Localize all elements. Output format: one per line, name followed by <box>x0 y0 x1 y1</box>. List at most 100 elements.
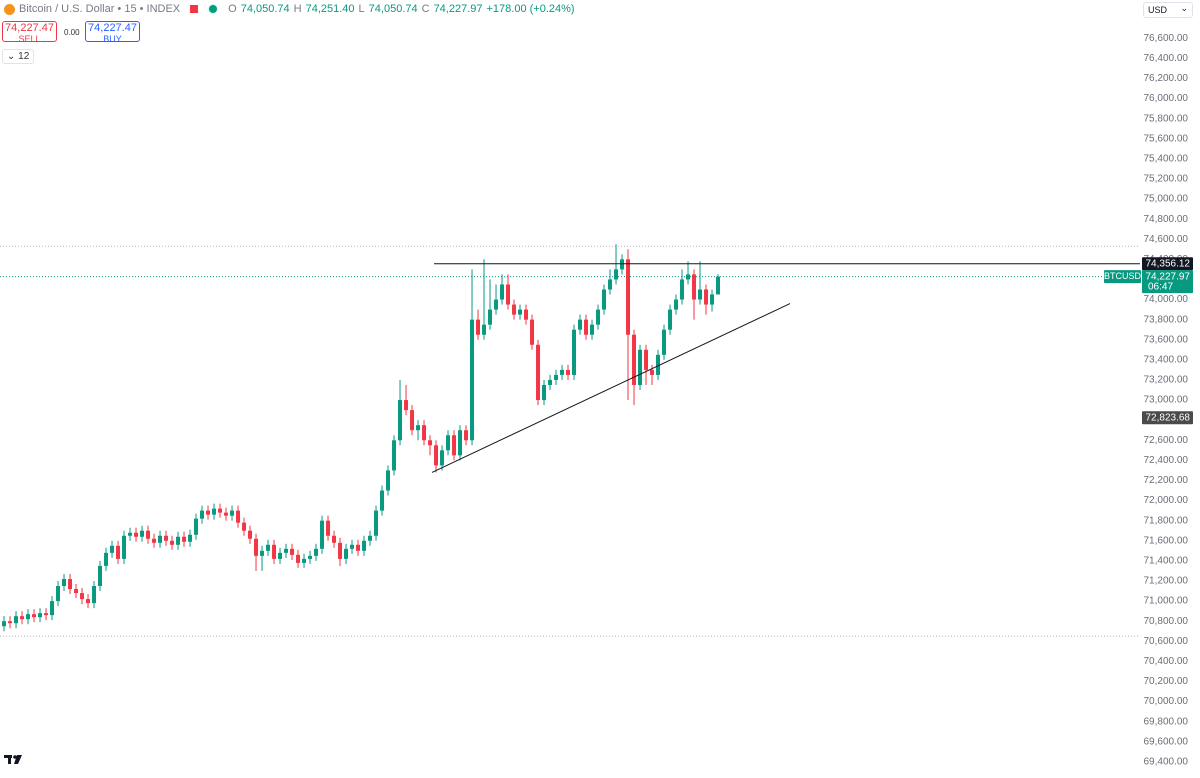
ohlc-value: 74,227.97 <box>433 3 483 15</box>
candle-body <box>296 554 301 563</box>
y-tick-label: 72,400.00 <box>1144 455 1189 466</box>
candle-body <box>92 586 97 604</box>
candle-body <box>254 538 259 556</box>
candle-body <box>134 532 139 537</box>
candle-body <box>644 349 649 370</box>
candle-body <box>650 369 655 375</box>
candle-body <box>182 536 187 542</box>
market-status <box>208 4 219 14</box>
candle-body <box>392 440 397 471</box>
candle-body <box>194 518 199 535</box>
candle-body <box>32 614 37 618</box>
candle-body <box>344 548 349 559</box>
candle-body <box>584 319 589 335</box>
candle-body <box>374 510 379 536</box>
symbol-tag: BTCUSD <box>1104 271 1142 281</box>
candle-body <box>224 512 229 516</box>
candle-body <box>368 535 373 541</box>
candle-body <box>188 534 193 542</box>
candle-body <box>326 520 331 536</box>
candle-body <box>308 555 313 559</box>
candle-body <box>614 269 619 280</box>
sell-button[interactable]: 74,227.47 SELL <box>2 21 57 44</box>
y-tick-label: 69,400.00 <box>1144 757 1189 768</box>
y-tick-label: 75,800.00 <box>1144 113 1189 124</box>
ohlc-key: H <box>293 3 302 15</box>
y-tick-label: 69,800.00 <box>1144 716 1189 727</box>
candle-body <box>518 309 523 315</box>
candle-body <box>380 490 385 511</box>
change: +178.00 (+0.24%) <box>486 3 575 15</box>
spread: 0.00 <box>64 28 80 37</box>
candle-body <box>656 354 661 375</box>
y-tick-label: 70,400.00 <box>1144 656 1189 667</box>
y-tick-label: 72,200.00 <box>1144 475 1189 486</box>
candle-body <box>218 508 223 513</box>
candle-body <box>56 586 61 602</box>
y-tick-label: 73,400.00 <box>1144 354 1189 365</box>
y-tick-label: 75,400.00 <box>1144 153 1189 164</box>
candle-body <box>38 613 43 618</box>
candle-body <box>116 545 121 559</box>
candle-body <box>362 540 367 551</box>
candle-body <box>446 435 451 451</box>
candle-body <box>200 510 205 519</box>
candle-body <box>590 324 595 335</box>
candle-body <box>452 435 457 456</box>
y-tick-label: 75,200.00 <box>1144 174 1189 185</box>
candle-body <box>536 344 541 401</box>
y-tick-label: 71,600.00 <box>1144 535 1189 546</box>
candle-body <box>716 276 721 295</box>
y-tick-label: 75,000.00 <box>1144 194 1189 205</box>
candle-body <box>302 558 307 563</box>
candle-body <box>698 289 703 300</box>
candle-body <box>566 369 571 375</box>
y-tick-label: 73,200.00 <box>1144 375 1189 386</box>
y-tick-label: 72,000.00 <box>1144 495 1189 506</box>
candle-body <box>230 510 235 516</box>
y-tick-label: 73,000.00 <box>1144 395 1189 406</box>
y-tick-label: 76,000.00 <box>1144 93 1189 104</box>
candle-body <box>494 299 499 310</box>
currency-select[interactable]: USD <box>1143 2 1193 18</box>
candle-body <box>710 294 715 305</box>
sell-label: SELL <box>18 34 41 44</box>
y-tick-label: 70,600.00 <box>1144 636 1189 647</box>
ohlc-key: C <box>421 3 430 15</box>
y-tick-label: 75,600.00 <box>1144 133 1189 144</box>
y-tick-label: 70,200.00 <box>1144 676 1189 687</box>
candle-body <box>458 430 463 456</box>
sell-price: 74,227.47 <box>5 22 54 34</box>
y-tick-label: 76,400.00 <box>1144 53 1189 64</box>
candle-body <box>416 425 421 431</box>
candle-body <box>398 400 403 441</box>
candle-body <box>248 530 253 539</box>
candle-body <box>668 309 673 330</box>
indicators-toggle[interactable]: ⌄ 12 <box>2 49 35 64</box>
candle-body <box>146 530 151 539</box>
last-price-label: 74,227.97 <box>1146 271 1191 282</box>
status-icon <box>190 5 199 13</box>
y-tick-label: 73,800.00 <box>1144 314 1189 325</box>
candle-body <box>26 614 31 620</box>
y-tick-label: 71,400.00 <box>1144 556 1189 567</box>
ohlc-key: O <box>228 3 237 15</box>
currency: USD <box>1148 5 1168 15</box>
candle-body <box>356 544 361 551</box>
candle-body <box>266 544 271 551</box>
y-tick-label: 74,600.00 <box>1144 234 1189 245</box>
buy-button[interactable]: 74,227.47 BUY <box>85 21 140 44</box>
candle-body <box>8 621 13 624</box>
candle-body <box>482 324 487 335</box>
candle-body <box>674 299 679 310</box>
marker-label: 72,823.68 <box>1146 412 1191 423</box>
candle-body <box>98 565 103 587</box>
y-tick-label: 74,800.00 <box>1144 214 1189 225</box>
y-tick-label: 71,000.00 <box>1144 596 1189 607</box>
ohlc-value: 74,050.74 <box>240 3 290 15</box>
candle-body <box>548 379 553 385</box>
ohlc-key: L <box>358 3 365 15</box>
candle-body <box>260 550 265 556</box>
symbol-title[interactable]: Bitcoin / U.S. Dollar • 15 • INDEX <box>19 3 181 15</box>
